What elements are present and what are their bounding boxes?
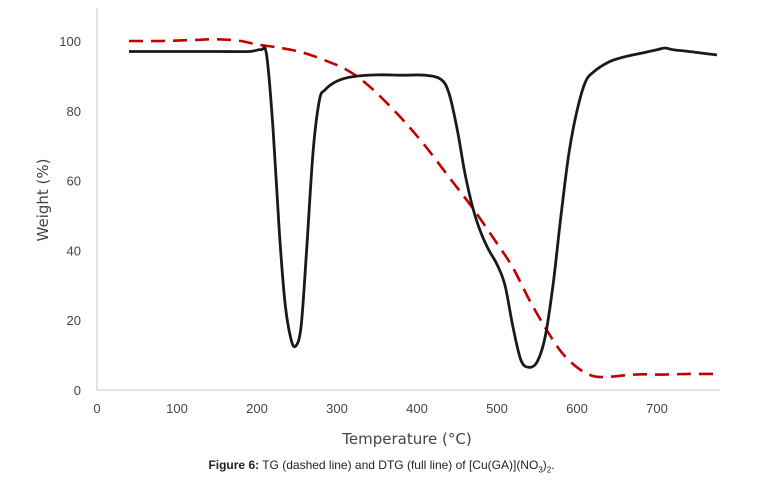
y-tick-label: 40 bbox=[67, 243, 81, 258]
caption-sub-2: 2 bbox=[546, 465, 552, 475]
x-tick-label: 400 bbox=[406, 401, 428, 416]
caption-end: . bbox=[551, 458, 555, 472]
caption-label: Figure 6: bbox=[208, 458, 260, 472]
y-tick-label: 0 bbox=[74, 383, 81, 398]
x-tick-label: 100 bbox=[166, 401, 188, 416]
y-tick-label: 60 bbox=[67, 174, 81, 189]
y-tick-label: 20 bbox=[67, 313, 81, 328]
x-tick-label: 300 bbox=[326, 401, 348, 416]
x-tick-label: 200 bbox=[246, 401, 268, 416]
caption-text: TG (dashed line) and DTG (full line) of … bbox=[259, 458, 539, 472]
series-layer bbox=[128, 37, 718, 379]
caption-sub-3: 3 bbox=[538, 465, 543, 475]
y-axis-title: Weight (%) bbox=[34, 159, 52, 242]
y-tick-label: 100 bbox=[59, 34, 81, 49]
x-tick-labels: 0 100 200 300 400 500 600 700 bbox=[93, 401, 667, 416]
x-tick-label: 600 bbox=[566, 401, 588, 416]
tg-dashed-line bbox=[128, 37, 717, 379]
y-tick-label: 80 bbox=[67, 104, 81, 119]
x-tick-label: 0 bbox=[93, 401, 100, 416]
dtg-full-line bbox=[129, 46, 718, 369]
caption-mid: ) bbox=[542, 458, 547, 472]
y-tick-labels: 0 20 40 60 80 100 bbox=[59, 34, 81, 398]
x-tick-label: 700 bbox=[646, 401, 668, 416]
figure-caption: Figure 6: TG (dashed line) and DTG (full… bbox=[0, 458, 763, 474]
x-axis-title: Temperature (°C) bbox=[341, 430, 471, 448]
x-tick-label: 500 bbox=[486, 401, 508, 416]
